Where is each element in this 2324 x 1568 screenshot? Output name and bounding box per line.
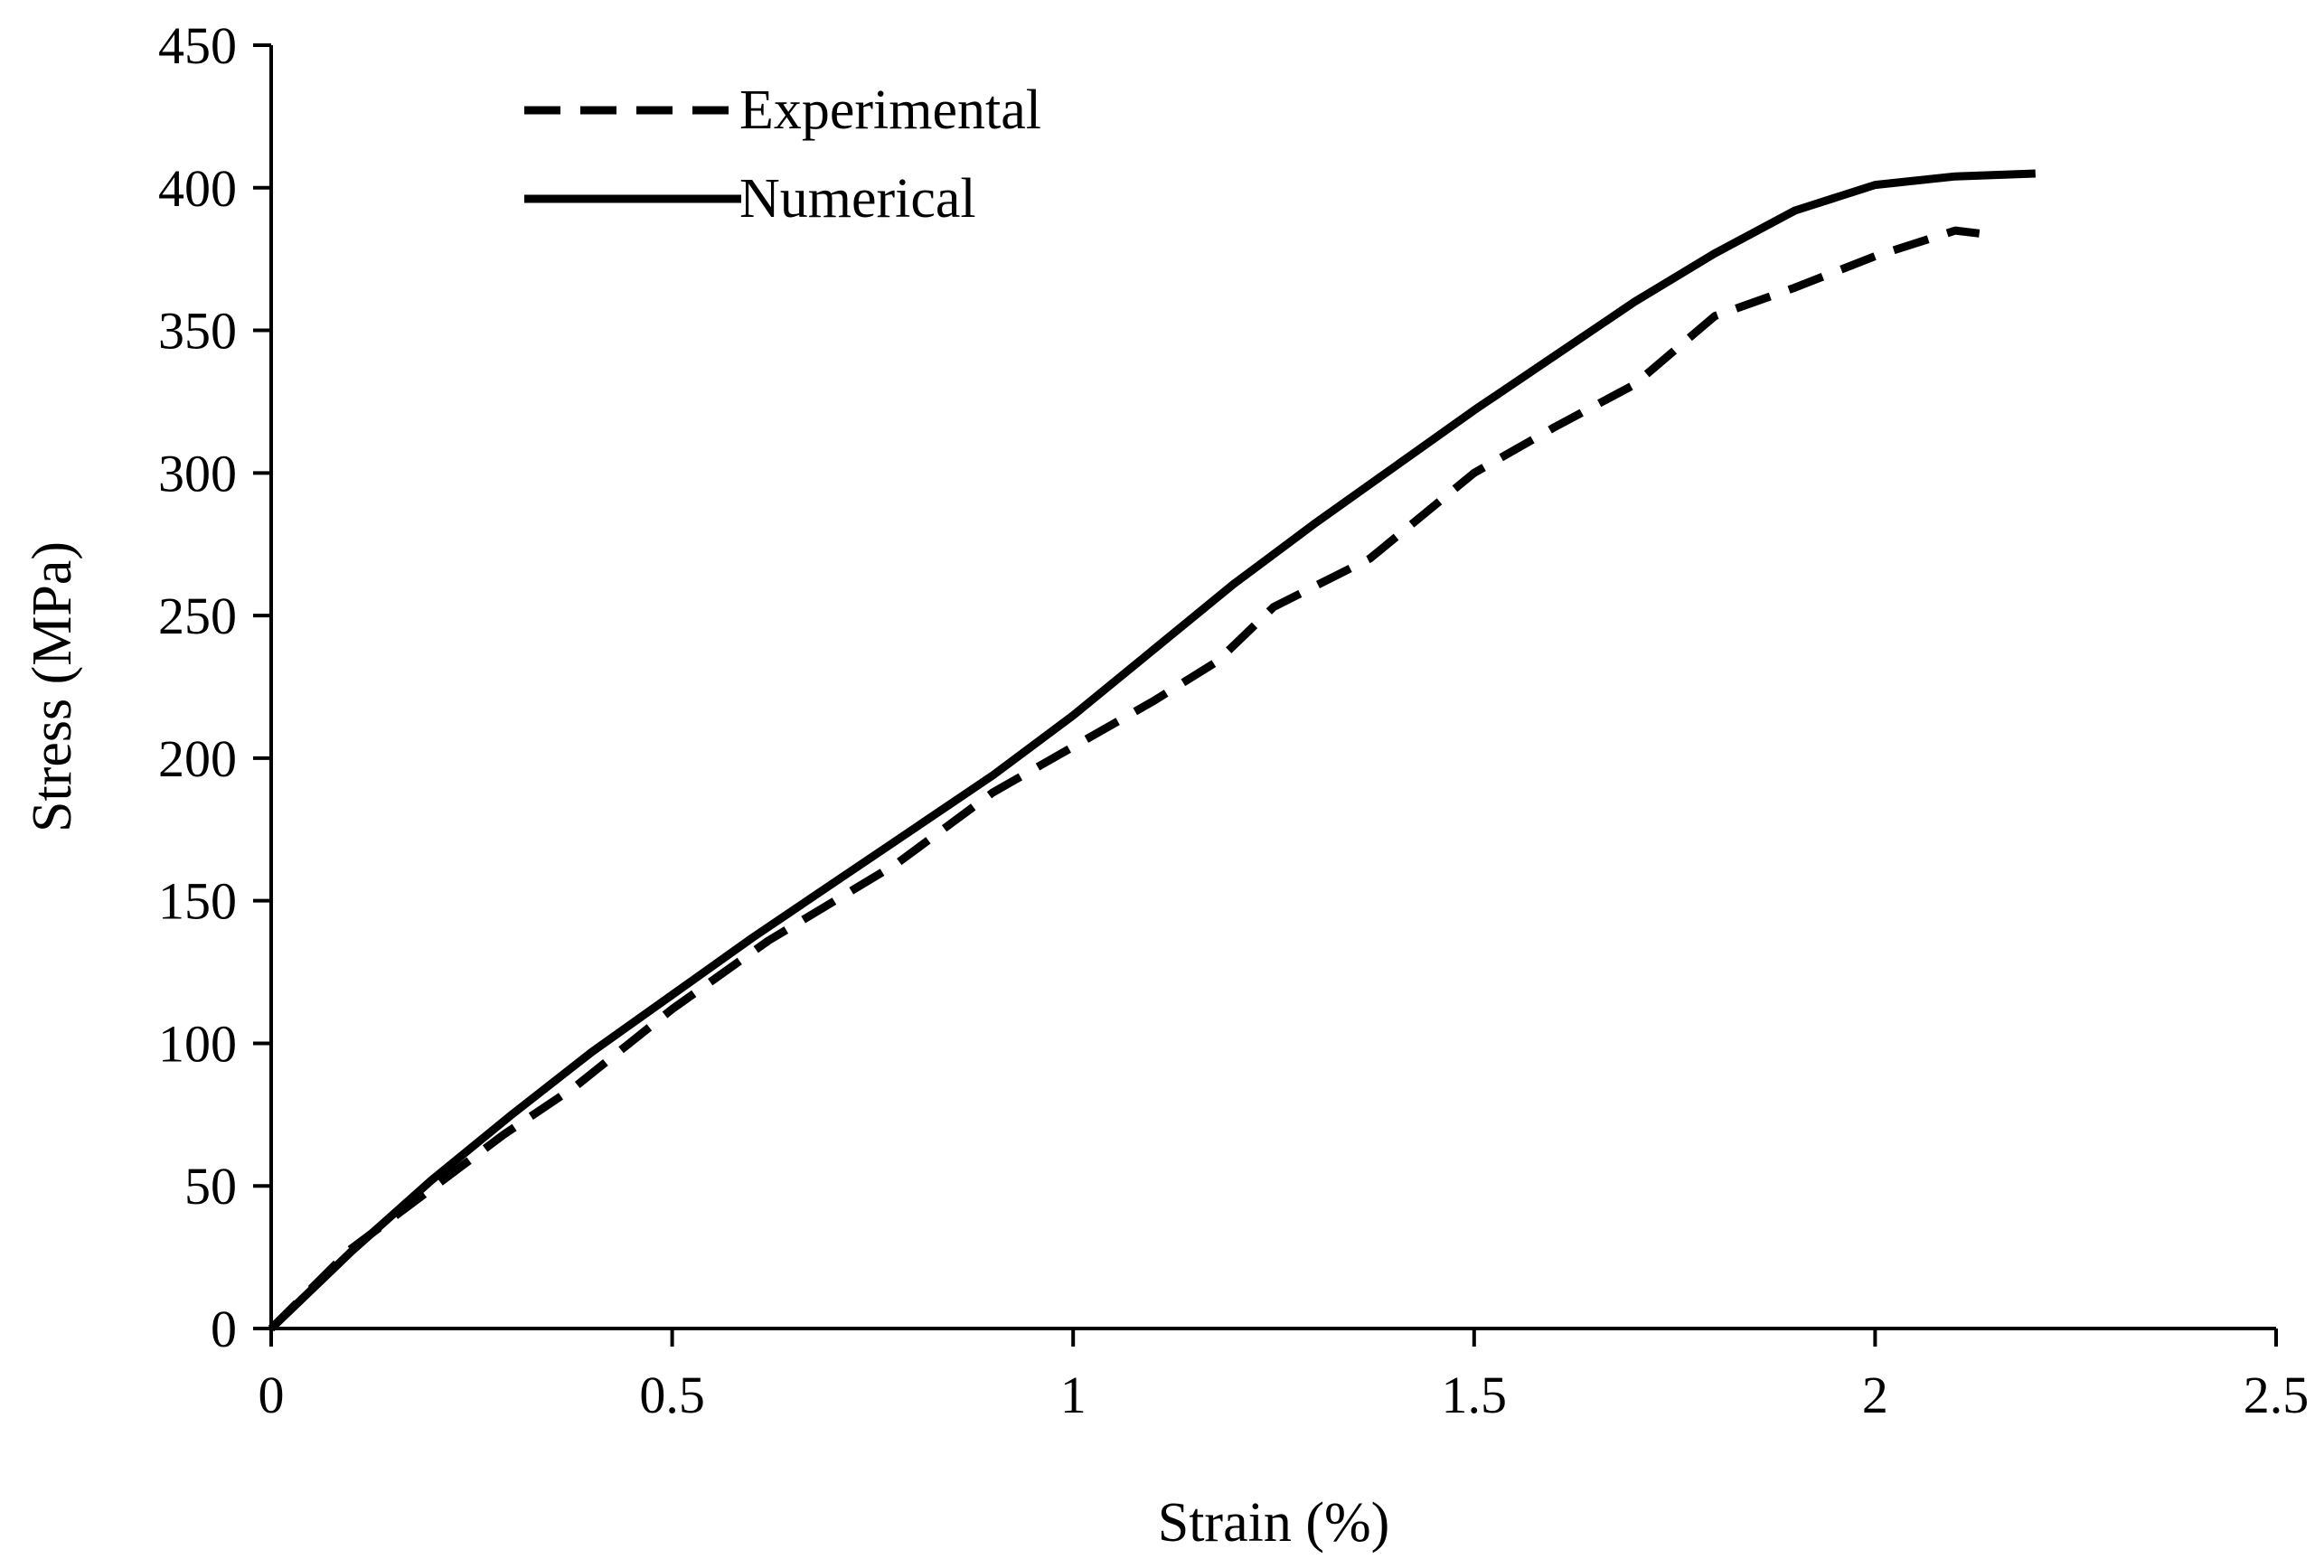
y-tick-label: 350 — [158, 302, 237, 361]
y-tick-label: 50 — [184, 1157, 237, 1216]
x-axis-title: Strain (%) — [1158, 1492, 1390, 1554]
x-tick-label: 0 — [259, 1366, 285, 1424]
y-tick-label: 150 — [158, 872, 237, 931]
y-tick-label: 250 — [158, 587, 237, 645]
y-tick-label: 100 — [158, 1014, 237, 1073]
y-tick-label: 0 — [211, 1300, 237, 1358]
legend-label-numerical: Numerical — [739, 168, 976, 230]
x-tick-label: 1.5 — [1442, 1366, 1508, 1424]
legend-label-experimental: Experimental — [739, 80, 1041, 141]
ticks: 0 50 100 150 200 250 300 350 400 450 0 0.5 1 1.5 2 2.5 — [158, 16, 2309, 1424]
y-axis-title: Stress (MPa) — [22, 541, 83, 832]
legend: Experimental Numerical — [524, 80, 1041, 230]
y-tick-label: 400 — [158, 159, 237, 218]
x-tick-label: 0.5 — [639, 1366, 705, 1424]
y-tick-label: 200 — [158, 729, 237, 788]
y-tick-label: 450 — [158, 16, 237, 75]
x-tick-label: 2 — [1862, 1366, 1888, 1424]
x-tick-label: 1 — [1060, 1366, 1087, 1424]
series-layer — [268, 169, 2036, 1332]
series-line-experimental — [268, 226, 1981, 1332]
series-line-numerical — [268, 169, 2036, 1332]
x-tick-label: 2.5 — [2244, 1366, 2310, 1424]
y-tick-label: 300 — [158, 444, 237, 502]
axes — [269, 45, 2276, 1330]
